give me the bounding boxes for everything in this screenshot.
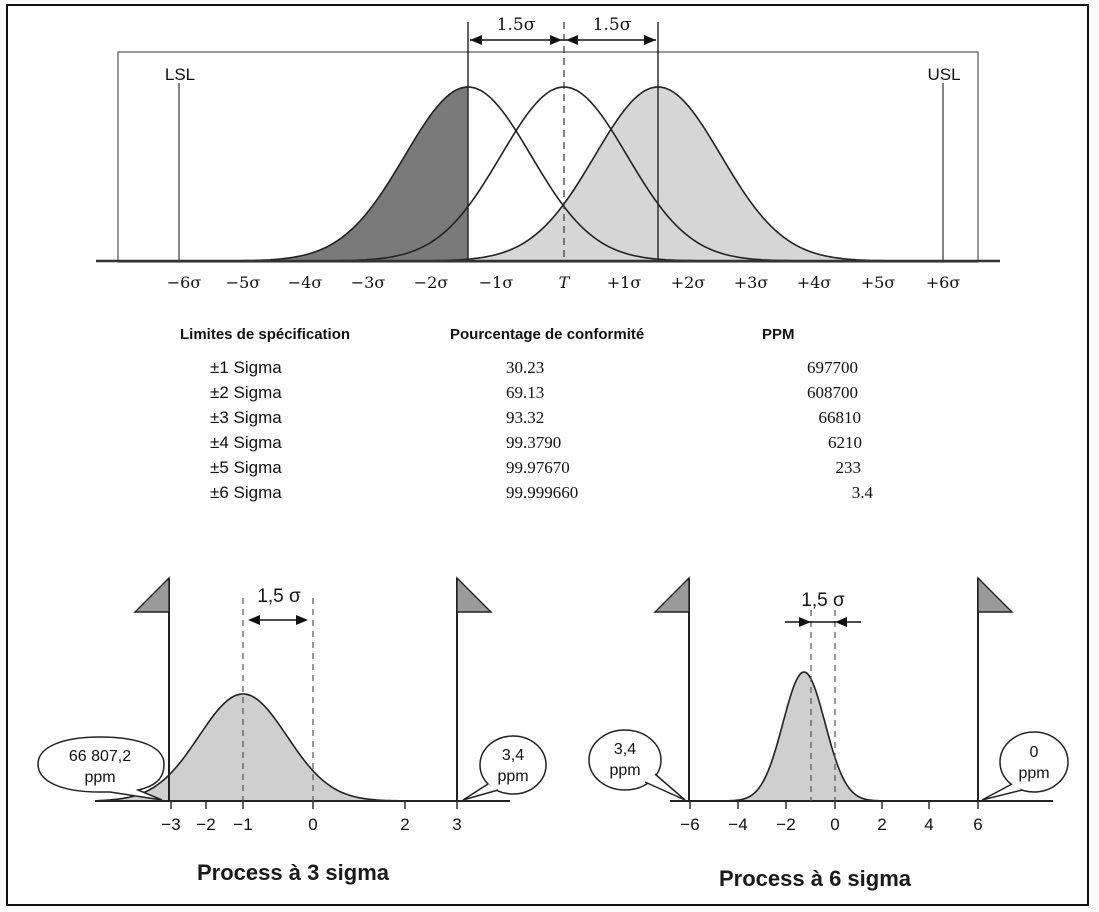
p3-tick-label: −1 <box>233 815 252 834</box>
p6-tick-label: −2 <box>776 815 795 834</box>
usl-label: USL <box>927 65 960 84</box>
top-axis-tick-label: +2σ <box>671 273 706 292</box>
spec-percent: 99.999660 <box>506 483 579 502</box>
spec-row: ±1 Sigma 30.23 697700 <box>170 358 890 383</box>
p3-tick-label: 2 <box>400 815 409 834</box>
p3-tick-label: 3 <box>452 815 461 834</box>
p6-right-bubble-value: 0 <box>1030 744 1039 761</box>
spec-header-ppm: PPM <box>762 326 795 343</box>
caption-6-sigma: Process à 6 sigma <box>719 866 912 891</box>
spec-percent: 30.23 <box>506 358 545 377</box>
p6-left-bubble-value: 3,4 <box>614 741 636 758</box>
process-6-sigma: 1,5 σ 3,4 ppm 0 ppm −6 −4 −2 0 2 4 6 <box>588 576 1069 834</box>
p6-left-bubble: 3,4 ppm <box>588 729 686 801</box>
top-axis-tick-label: −3σ <box>351 273 386 292</box>
p6-tick-label: 6 <box>973 815 982 834</box>
right-shifted-area <box>120 87 976 261</box>
spec-limit: ±2 Sigma <box>210 383 282 402</box>
p3-axis-ticks: −3 −2 −1 0 2 3 <box>161 801 462 834</box>
p6-right-flag-icon <box>977 576 1014 613</box>
p6-left-bubble-unit: ppm <box>609 762 640 779</box>
top-axis-tick-label: +5σ <box>861 273 896 292</box>
spec-ppm: 608700 <box>807 383 858 402</box>
caption-3-sigma: Process à 3 sigma <box>197 860 390 885</box>
p6-tick-label: −6 <box>680 815 699 834</box>
top-axis-tick-label: +1σ <box>607 273 642 292</box>
top-diagram: 1.5σ 1.5σ LSL USL −6σ −5σ −4σ −3σ −2σ −1σ T +1σ… <box>96 15 1000 292</box>
p3-tick-label: 0 <box>308 815 317 834</box>
p6-axis-ticks: −6 −4 −2 0 2 4 6 <box>680 801 983 834</box>
spec-ppm: 3.4 <box>851 483 873 502</box>
top-axis-tick-label: −4σ <box>288 273 323 292</box>
spec-header-limits: Limites de spécification <box>180 326 351 343</box>
p3-left-flag-icon <box>133 576 170 613</box>
top-axis-tick-label: +6σ <box>926 273 961 292</box>
spec-percent: 93.32 <box>506 408 545 427</box>
p6-right-bubble: 0 ppm <box>981 731 1069 801</box>
p3-left-bubble-value: 66 807,2 <box>69 748 131 765</box>
spec-limit: ±3 Sigma <box>210 408 282 427</box>
spec-row: ±2 Sigma 69.13 608700 <box>170 383 890 408</box>
top-axis-tick-label: −1σ <box>479 273 514 292</box>
shift-right-label: 1.5σ <box>593 15 632 35</box>
p3-right-bubble: 3,4 ppm <box>462 735 547 801</box>
spec-ppm: 6210 <box>828 433 862 452</box>
spec-ppm: 66810 <box>818 408 862 427</box>
top-axis-tick-label: −2σ <box>414 273 449 292</box>
p6-shift-label: 1,5 σ <box>801 590 845 611</box>
p6-left-flag-icon <box>653 576 690 613</box>
shift-arrows <box>470 35 656 45</box>
spec-percent: 99.3790 <box>506 433 562 452</box>
spec-limit: ±1 Sigma <box>210 358 282 377</box>
spec-row: ±3 Sigma 93.32 66810 <box>170 408 890 433</box>
p6-tick-label: 0 <box>830 815 839 834</box>
spec-row: ±4 Sigma 99.3790 6210 <box>170 433 890 458</box>
top-axis-ticks: −6σ −5σ −4σ −3σ −2σ −1σ T +1σ +2σ +3σ +4σ +5σ +6σ <box>167 273 961 292</box>
p6-tick-label: 2 <box>877 815 886 834</box>
spec-row: ±6 Sigma 99.999660 3.4 <box>170 483 890 508</box>
p6-right-bubble-unit: ppm <box>1018 765 1049 782</box>
p3-right-bubble-value: 3,4 <box>502 747 524 764</box>
top-axis-tick-label: T <box>559 273 571 292</box>
shift-left-label: 1.5σ <box>497 15 536 35</box>
top-axis-tick-label: −5σ <box>226 273 261 292</box>
p3-curve-area <box>98 694 440 801</box>
spec-limit: ±5 Sigma <box>210 458 282 477</box>
top-axis-tick-label: +3σ <box>734 273 769 292</box>
spec-limit: ±6 Sigma <box>210 483 282 502</box>
p3-right-flag-icon <box>456 576 493 613</box>
p6-tick-label: −4 <box>728 815 747 834</box>
spec-ppm: 697700 <box>807 358 858 377</box>
process-3-sigma: 1,5 σ 66 807,2 ppm 3,4 ppm −3 −2 −1 0 2 3 <box>37 576 547 834</box>
spec-limit: ±4 Sigma <box>210 433 282 452</box>
spec-row: ±5 Sigma 99.97670 233 <box>170 458 890 483</box>
top-axis-tick-label: +4σ <box>797 273 832 292</box>
spec-percent: 99.97670 <box>506 458 570 477</box>
p3-tick-label: −3 <box>161 815 180 834</box>
lsl-label: LSL <box>165 65 195 84</box>
p3-shift-arrow <box>248 615 308 625</box>
p3-right-bubble-unit: ppm <box>497 768 528 785</box>
p6-shift-arrow <box>785 617 861 627</box>
p6-tick-label: 4 <box>924 815 933 834</box>
p3-left-bubble: 66 807,2 ppm <box>37 736 165 801</box>
spec-ppm: 233 <box>835 458 862 477</box>
left-shifted-tail-area <box>120 87 468 261</box>
p6-curve-area <box>690 672 976 801</box>
p3-left-bubble-unit: ppm <box>84 769 115 786</box>
top-axis-tick-label: −6σ <box>167 273 202 292</box>
p3-tick-label: −2 <box>196 815 215 834</box>
p3-shift-label: 1,5 σ <box>257 586 301 607</box>
spec-header-percent: Pourcentage de conformité <box>450 326 645 343</box>
spec-percent: 69.13 <box>506 383 545 402</box>
